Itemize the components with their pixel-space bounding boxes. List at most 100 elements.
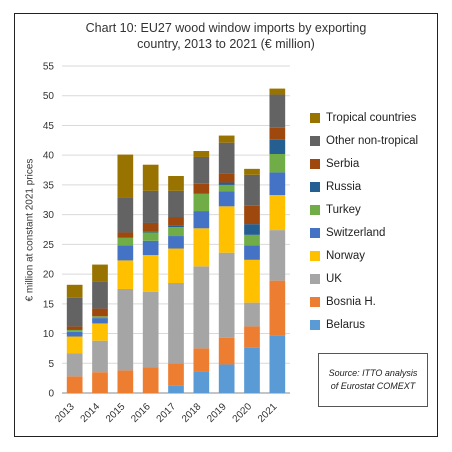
legend-swatch [310,297,320,307]
legend-item: Turkey [310,204,361,216]
legend-label: Other non-tropical [326,135,419,147]
bar-segment [142,164,159,191]
legend-swatch [310,228,320,238]
bar-segment [168,217,184,226]
bar-segment [269,230,286,281]
bar-segment [92,264,108,282]
bar-segment [66,336,83,354]
bar-segment [244,302,260,327]
bar-segment [218,191,235,207]
bar-segment [218,337,235,365]
bar-segment [193,211,210,229]
legend-label: Switzerland [326,227,386,239]
bar-segment [193,266,210,349]
bar-segment [244,224,260,235]
bar-segment [218,182,235,185]
bar-segment [142,231,159,233]
legend-item: Switzerland [310,227,385,239]
bar-segment [218,364,235,393]
y-tick-label: 15 [43,299,55,310]
bar-segment [244,168,260,175]
legend-swatch [310,251,320,261]
bar-segment [218,135,235,143]
bar-segment [117,245,134,261]
bar-segment [92,308,108,317]
bar-segment [168,175,184,191]
legend-swatch [310,320,320,330]
bar-segment [193,156,210,184]
x-tick-label: 2020 [231,401,255,425]
bar-segment [168,225,184,228]
bar-segment [92,372,108,393]
bar-segment [269,153,286,173]
bar-segment [168,283,184,364]
bar-segment [66,326,83,330]
legend-item: Serbia [310,158,359,170]
x-tick-label: 2013 [53,401,77,425]
bar-segment [142,190,159,223]
chart-title: Chart 10: EU27 wood window imports by ex… [20,20,432,52]
y-tick-label: 35 [43,180,55,191]
legend-swatch [310,113,320,123]
y-tick-label: 55 [43,62,55,73]
bar-segment [117,370,134,393]
bar-segment [269,280,286,336]
source-line-2: of Eurostat COMEXT [330,381,416,391]
bar-segment [66,353,83,377]
legend-swatch [310,136,320,146]
bar-segment [117,237,134,246]
legend-item: Bosnia H. [310,296,376,308]
bar-segment [168,190,184,218]
bar-segment [193,371,210,393]
bar-segment [92,316,108,319]
x-tick-label: 2019 [205,401,229,425]
bar-segment [218,173,235,183]
bar-segment [142,232,159,241]
legend-item: Belarus [310,319,365,331]
bar-segment [193,151,210,157]
x-tick-label: 2017 [155,401,179,425]
bar-segment [117,197,134,233]
bar-segment [142,367,159,393]
bar-segment [244,259,260,303]
bar-segment [92,340,108,373]
bar-segment [117,232,134,238]
bar-segment [66,284,83,298]
bar-segment [92,323,108,341]
bar-segment [244,205,260,225]
legend-label: Serbia [326,158,360,170]
bar-segment [269,94,286,128]
x-tick-label: 2016 [129,401,153,425]
bar-segment [269,127,286,140]
x-tick-label: 2015 [104,401,128,425]
bar-segment [244,174,260,206]
bar-segment [193,348,210,372]
bar-segment [269,139,286,154]
legend-item: UK [310,273,342,285]
source-line-1: Source: ITTO analysis [328,368,418,378]
legend-label: Russia [326,181,362,193]
bar-segment [269,195,286,231]
legend-item: Russia [310,181,361,193]
bar-segment [168,363,184,386]
legend-swatch [310,205,320,215]
bar-segment [168,227,184,237]
x-tick-label: 2021 [256,401,280,425]
bar-segment [66,297,83,327]
bar-segment [269,172,286,196]
bar-segment [218,206,235,253]
y-tick-label: 10 [43,329,55,340]
x-tick-label: 2018 [180,401,204,425]
source-note: Source: ITTO analysis of Eurostat COMEXT [318,353,428,407]
chart-title-line-1: Chart 10: EU27 wood window imports by ex… [85,21,367,35]
bar-segment [244,234,260,246]
legend-label: Norway [326,250,365,262]
legend-label: Bosnia H. [326,296,376,308]
chart-title-line-2: country, 2013 to 2021 (€ million) [137,37,315,51]
bar-segment [142,222,159,232]
bar-segment [244,245,260,260]
bar-segment [66,376,83,393]
bar-segment [142,240,159,256]
bar-segment [117,260,134,289]
